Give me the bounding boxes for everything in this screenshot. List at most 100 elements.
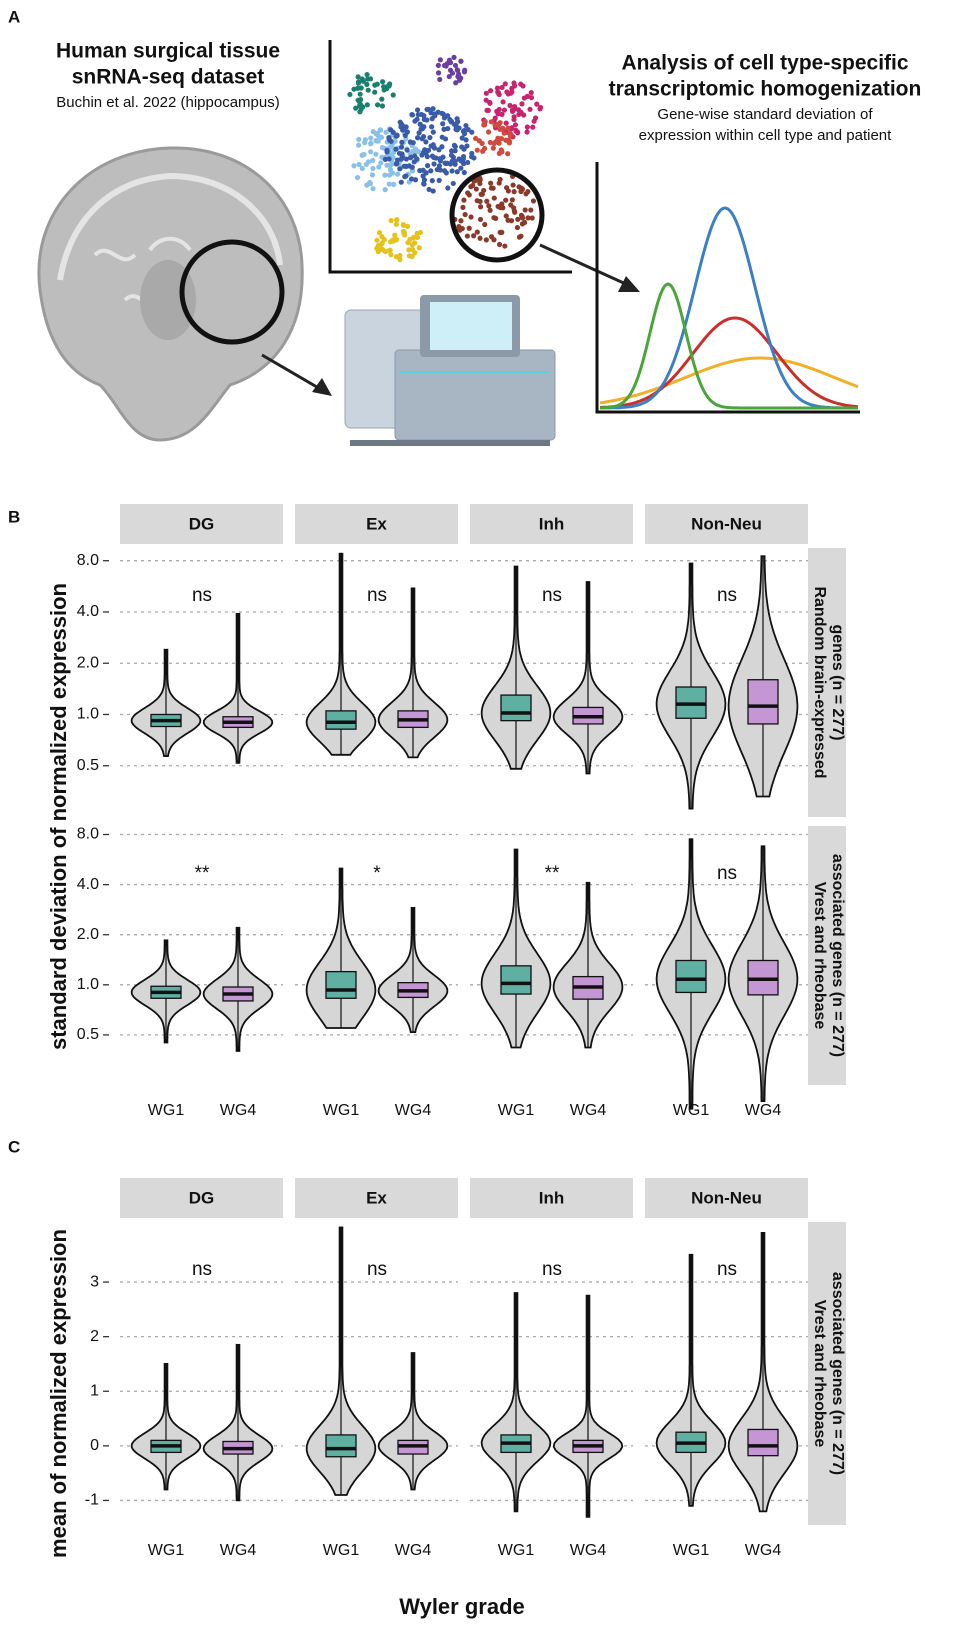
umap-dot (488, 119, 494, 125)
umap-dot (408, 176, 415, 182)
umap-dot (468, 214, 474, 220)
box (747, 1428, 779, 1457)
umap-dot (400, 123, 406, 129)
highlight-ring (449, 167, 545, 263)
umap-dot (398, 179, 404, 185)
umap-dot (502, 81, 508, 87)
umap-dot (424, 117, 430, 123)
umap-dot (439, 144, 445, 150)
umap-dot (497, 229, 503, 235)
significance-label: * (373, 863, 381, 884)
umap-dot (379, 234, 385, 240)
y-tick-label: 1.0 (77, 976, 99, 993)
umap-dot (382, 172, 388, 178)
umap-dot (488, 234, 495, 240)
facet-strip (645, 504, 808, 544)
box (325, 710, 357, 730)
umap-dot (440, 154, 446, 160)
umap-dot (375, 138, 381, 144)
umap-dot (453, 80, 459, 86)
umap-dot (431, 145, 438, 151)
umap-dot (500, 99, 506, 105)
umap-dot (355, 74, 361, 80)
umap-dot (379, 96, 385, 102)
umap-dot (351, 163, 357, 169)
umap-dot (374, 102, 381, 108)
umap-dot (407, 155, 414, 161)
significance-label: ns (717, 1259, 737, 1280)
umap-dot (360, 104, 366, 110)
umap-dot (515, 216, 521, 222)
umap-dot (392, 232, 398, 238)
umap-dot (379, 145, 385, 151)
x-tick-label: WG1 (498, 1102, 535, 1119)
umap-dot (407, 139, 413, 145)
umap-dot (362, 140, 368, 146)
umap-dot (458, 218, 464, 224)
umap-dot (424, 163, 431, 169)
umap-dot (513, 128, 519, 134)
umap-dot (531, 118, 537, 124)
umap-dot (363, 161, 369, 168)
umap-dot (496, 180, 502, 186)
umap-dot (528, 207, 534, 213)
umap-dot (368, 141, 374, 147)
umap-dot (431, 161, 437, 167)
umap-dot (450, 180, 456, 187)
x-tick-label: WG4 (395, 1542, 432, 1559)
umap-dot (512, 122, 519, 128)
illustration-title: transcriptomic homogenization (609, 78, 922, 101)
umap-dot (421, 113, 427, 119)
box (325, 1434, 357, 1458)
umap-dot (393, 221, 399, 227)
facet-label: DG (189, 1188, 215, 1207)
umap-dot (466, 225, 472, 231)
umap-dot (503, 213, 509, 219)
umap-dot (503, 185, 510, 191)
x-tick-label: WG4 (570, 1542, 607, 1559)
umap-dot (394, 216, 400, 223)
umap-dot (432, 111, 438, 117)
sequencer-illustration (344, 295, 556, 446)
row-strip (808, 548, 846, 817)
umap-dot (419, 126, 426, 132)
umap-dot (372, 89, 378, 95)
umap-dot (534, 101, 540, 107)
umap-dot (530, 198, 537, 204)
umap-dot (477, 175, 483, 181)
umap-dot (528, 95, 535, 101)
umap-dot (357, 91, 363, 97)
umap-dot (490, 185, 496, 191)
umap-dot (478, 191, 484, 197)
umap-dot (429, 116, 435, 122)
row-label: associated genes (n = 277) (829, 854, 846, 1057)
facet-strip (120, 504, 283, 544)
x-tick-label: WG4 (745, 1102, 782, 1119)
panel-label: B (8, 507, 20, 526)
umap-dot (396, 150, 403, 156)
umap-dot (403, 156, 409, 162)
umap-dot (469, 129, 475, 135)
umap-dot (465, 126, 471, 133)
box (675, 959, 707, 994)
umap-dot (386, 181, 392, 187)
umap-dot (361, 151, 367, 158)
umap-dot (435, 70, 442, 76)
y-tick-label: -1 (85, 1492, 99, 1509)
row-label: Random brain-expressed (811, 586, 828, 778)
facet-strip (120, 1178, 283, 1218)
umap-dot (388, 162, 394, 168)
box (500, 694, 532, 722)
box (500, 965, 532, 995)
umap-dot (398, 144, 405, 150)
umap-dot (451, 54, 457, 60)
umap-dot (355, 85, 361, 91)
density-curve (599, 316, 859, 409)
umap-dot (522, 207, 528, 213)
umap-dot (487, 139, 493, 146)
significance-label: ns (717, 863, 737, 884)
facet-label: Inh (539, 514, 565, 533)
umap-dot (471, 233, 477, 239)
umap-dot (369, 172, 376, 178)
